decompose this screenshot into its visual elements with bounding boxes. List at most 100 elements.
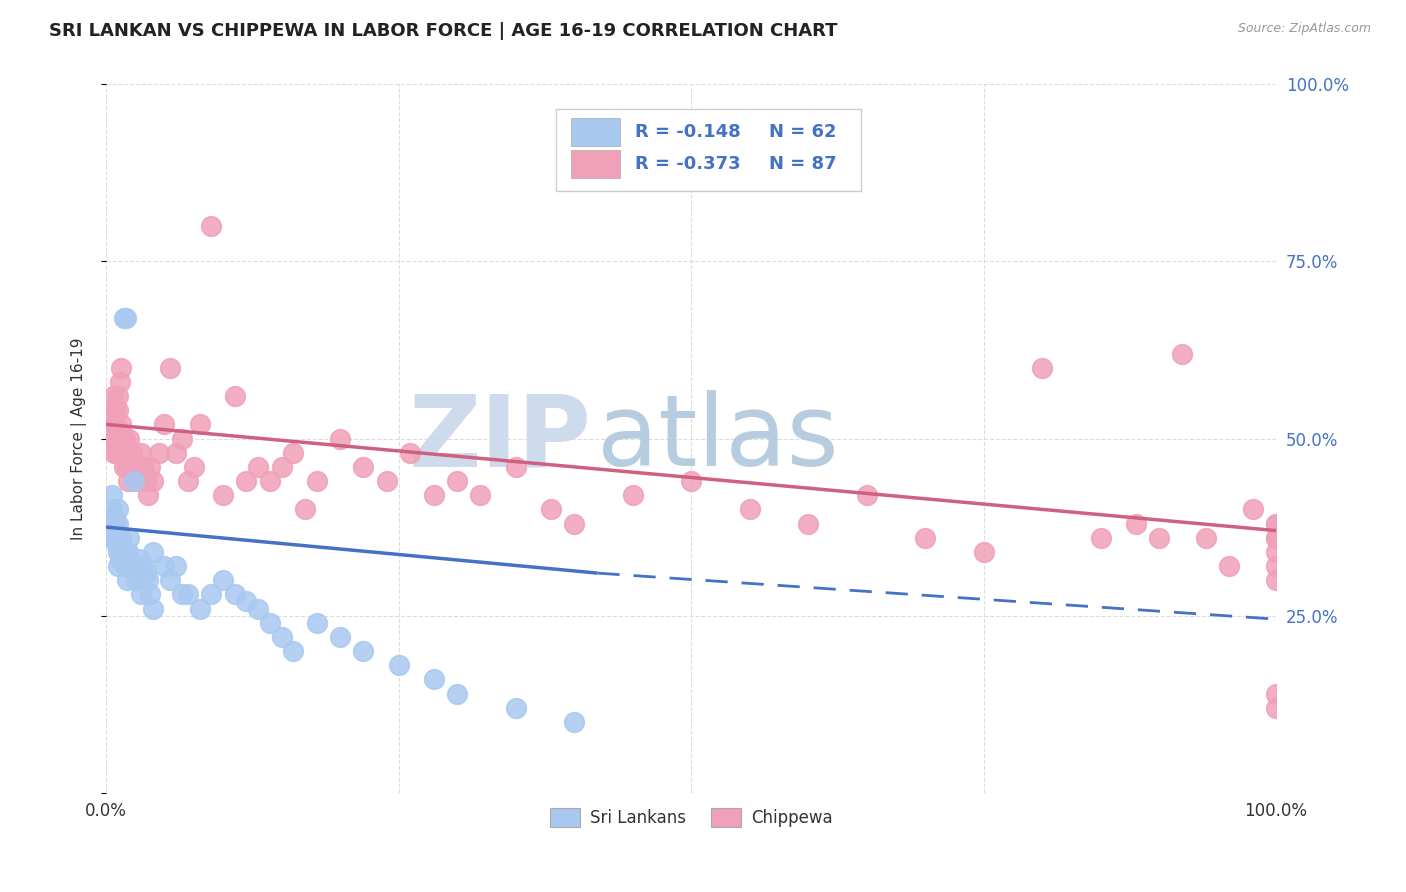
Point (135, 566, 157, 580)
Point (107, 531, 129, 545)
Point (132, 559, 155, 574)
Point (114, 559, 136, 574)
Point (101, 502, 124, 516)
Point (165, 446, 187, 460)
Point (108, 552, 131, 566)
Point (107, 516, 129, 531)
Point (103, 524, 125, 538)
Point (108, 375, 131, 389)
Point (224, 587, 246, 601)
Point (183, 459, 205, 474)
Point (114, 545, 136, 559)
Point (107, 559, 129, 574)
Point (101, 403, 124, 417)
Point (1241, 502, 1264, 516)
FancyBboxPatch shape (571, 118, 620, 146)
Point (283, 644, 305, 658)
Point (135, 474, 157, 488)
Point (177, 474, 200, 488)
Point (540, 502, 562, 516)
Point (177, 587, 200, 601)
Text: Source: ZipAtlas.com: Source: ZipAtlas.com (1237, 22, 1371, 36)
Point (329, 432, 352, 446)
Point (1265, 545, 1288, 559)
Point (107, 545, 129, 559)
Point (115, 573, 138, 587)
Point (212, 573, 235, 587)
Point (200, 587, 222, 601)
Point (235, 474, 257, 488)
Point (165, 559, 187, 574)
Point (1090, 531, 1112, 545)
Text: SRI LANKAN VS CHIPPEWA IN LABOR FORCE | AGE 16-19 CORRELATION CHART: SRI LANKAN VS CHIPPEWA IN LABOR FORCE | … (49, 22, 838, 40)
Point (1265, 516, 1288, 531)
Point (679, 474, 702, 488)
Point (352, 644, 374, 658)
Point (101, 389, 124, 403)
Point (139, 587, 162, 601)
Point (224, 389, 246, 403)
Point (110, 531, 132, 545)
Point (1125, 516, 1147, 531)
Point (422, 488, 444, 502)
Point (101, 417, 124, 432)
Point (104, 417, 127, 432)
Text: N = 62: N = 62 (769, 123, 837, 141)
Text: ZIP: ZIP (409, 390, 592, 487)
Point (112, 552, 135, 566)
Point (188, 601, 211, 615)
Point (122, 474, 145, 488)
Point (118, 559, 141, 574)
Point (128, 474, 150, 488)
Point (125, 573, 148, 587)
Point (973, 545, 995, 559)
Point (505, 700, 527, 714)
Point (142, 545, 165, 559)
Point (422, 673, 444, 687)
Point (1147, 531, 1170, 545)
Point (107, 502, 129, 516)
Point (259, 615, 281, 630)
Point (104, 516, 127, 531)
Point (121, 559, 143, 574)
Point (132, 459, 155, 474)
Point (200, 219, 222, 233)
Point (101, 531, 124, 545)
Point (129, 587, 152, 601)
Point (153, 559, 176, 574)
Text: atlas: atlas (598, 390, 839, 487)
Point (129, 446, 152, 460)
Point (111, 538, 134, 552)
Point (104, 403, 127, 417)
Point (1265, 516, 1288, 531)
Point (505, 459, 527, 474)
Point (112, 311, 135, 326)
Point (797, 516, 820, 531)
Point (387, 658, 409, 673)
Point (107, 446, 129, 460)
Point (107, 389, 129, 403)
Point (738, 502, 761, 516)
Point (100, 417, 122, 432)
Point (118, 531, 141, 545)
Point (375, 474, 398, 488)
Point (108, 538, 131, 552)
Point (101, 432, 124, 446)
Point (259, 474, 281, 488)
Point (122, 474, 145, 488)
Point (235, 594, 257, 608)
Point (1265, 686, 1288, 700)
Point (117, 474, 139, 488)
Point (101, 516, 124, 531)
Point (153, 417, 176, 432)
Point (110, 417, 132, 432)
FancyBboxPatch shape (571, 150, 620, 178)
Point (142, 474, 165, 488)
Point (1265, 559, 1288, 574)
Point (114, 432, 136, 446)
Point (148, 446, 170, 460)
Point (142, 601, 165, 615)
Point (136, 488, 159, 502)
Point (1031, 360, 1053, 375)
Point (270, 630, 292, 644)
